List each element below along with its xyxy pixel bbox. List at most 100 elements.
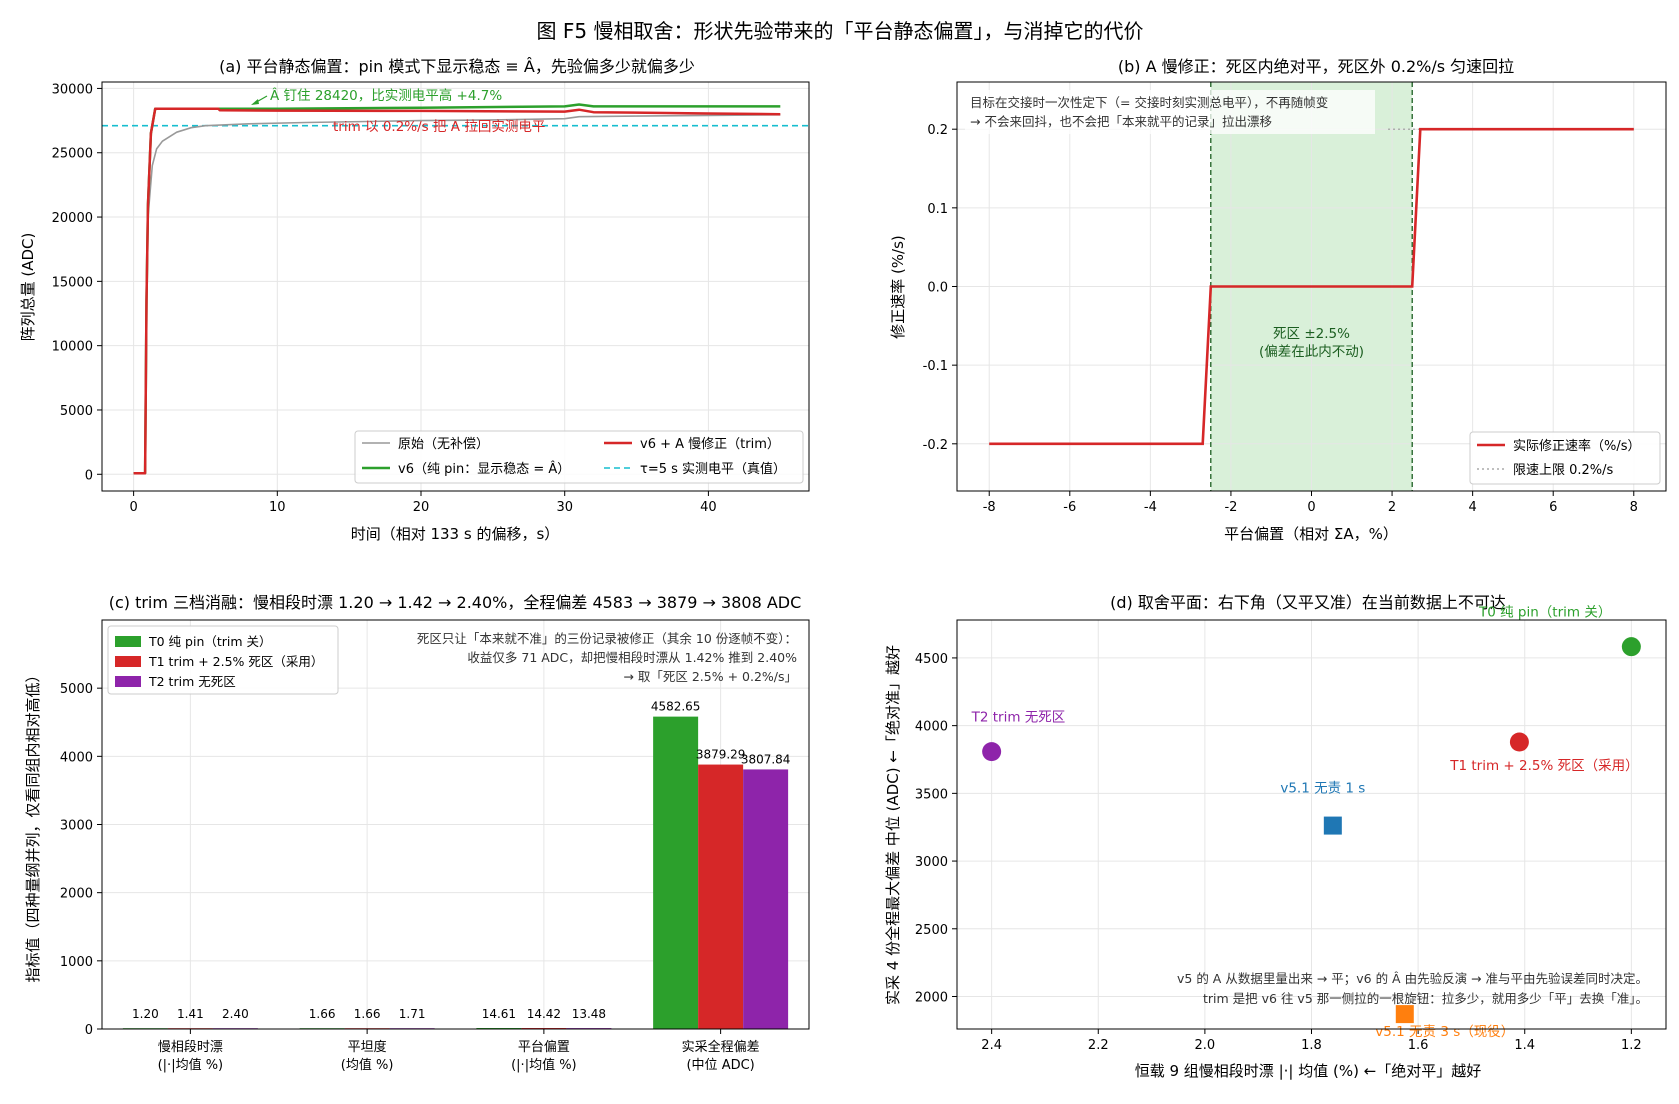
panel-d-ylabel: 实采 4 份全程最大偏差 中位 (ADC) ←「绝对准」越好 — [884, 645, 902, 1005]
c-legend-label: T0 纯 pin（trim 关） — [148, 634, 272, 649]
c-category-label: 慢相段时漂 — [158, 1039, 223, 1055]
b-ytick-label: -0.1 — [923, 359, 948, 374]
d-xtick-label: 1.6 — [1408, 1038, 1429, 1053]
b-xtick-label: -2 — [1224, 500, 1237, 515]
c-bar-value-label: 1.41 — [177, 1007, 204, 1021]
panel-c-title: (c) trim 三档消融：慢相段时漂 1.20 → 1.42 → 2.40%，… — [109, 593, 802, 612]
a-annotation-trim: trim 以 0.2%/s 把 A 拉回实测电平 — [333, 119, 545, 135]
a-series-line-1 — [133, 103, 781, 475]
d-ytick-label: 2500 — [915, 923, 948, 938]
d-ytick-label: 3000 — [915, 855, 948, 870]
a-xtick-label: 20 — [413, 500, 430, 515]
a-series-line-0 — [133, 114, 781, 475]
d-point-3 — [1323, 816, 1342, 835]
d-point-1 — [1509, 732, 1529, 752]
c-bar-value-label: 3879.29 — [696, 748, 746, 762]
d-ytick-label: 2000 — [915, 990, 948, 1005]
c-bar-value-label: 2.40 — [222, 1007, 249, 1021]
panel-d-xlabel: 恒载 9 组慢相段时漂 |·| 均值 (%) ←「绝对平」越好 — [1135, 1062, 1482, 1080]
b-note-line2: → 不会来回抖，也不会把「本来就平的记录」拉出漂移 — [970, 114, 1272, 129]
b-xtick-label: 4 — [1468, 500, 1476, 515]
c-ytick-label: 3000 — [60, 819, 93, 834]
panel-d-title: (d) 取舍平面：右下角（又平又准）在当前数据上不可达 — [1110, 593, 1506, 612]
c-ytick-label: 4000 — [60, 750, 93, 765]
a-xtick-label: 10 — [269, 500, 286, 515]
a-legend-label: v6（纯 pin：显示稳态 = Â） — [398, 461, 570, 477]
c-bar-value-label: 1.66 — [354, 1007, 381, 1021]
a-ytick-label: 30000 — [52, 82, 93, 97]
c-legend-box — [107, 625, 339, 695]
panel-a-legend: 原始（无补偿） v6 + A 慢修正（trim） v6（纯 pin：显示稳态 = Â… — [354, 430, 804, 484]
c-ytick-label: 5000 — [60, 682, 93, 697]
d-ytick-label: 4000 — [915, 720, 948, 735]
panel-c-frame — [101, 619, 810, 1030]
panel-b-frame — [956, 81, 1667, 492]
c-bar-value-label: 14.61 — [482, 1007, 516, 1021]
c-bar-value-label: 4582.65 — [651, 700, 701, 714]
b-xtick-label: 0 — [1307, 500, 1315, 515]
d-ytick-label: 4500 — [915, 652, 948, 667]
c-category-label: 实采全程偏差 — [682, 1039, 760, 1055]
c-note-line3: → 取「死区 2.5% + 0.2%/s」 — [623, 669, 797, 684]
c-note-line1: 死区只让「本来就不准」的三份记录被修正（其余 10 份逐帧不变）： — [417, 631, 797, 646]
d-xtick-label: 1.8 — [1301, 1038, 1322, 1053]
b-rate-line — [989, 127, 1634, 446]
a-ytick-label: 25000 — [52, 147, 93, 162]
panel-c: (c) trim 三档消融：慢相段时漂 1.20 → 1.42 → 2.40%，… — [24, 593, 810, 1073]
panel-b: (b) A 慢修正：死区内绝对平，死区外 0.2%/s 匀速回拉 -8 -6 -4 -… — [889, 57, 1667, 543]
c-legend-label: T1 trim + 2.5% 死区（采用） — [148, 654, 323, 669]
d-xtick-label: 1.4 — [1514, 1038, 1535, 1053]
a-annotation-arrowhead — [251, 99, 259, 105]
b-note-bg — [965, 90, 1375, 134]
b-ytick-label: -0.2 — [923, 438, 948, 453]
c-bar-value-label: 1.20 — [132, 1007, 159, 1021]
b-xtick-label: 8 — [1630, 500, 1638, 515]
b-legend-label: 实际修正速率（%/s） — [1513, 438, 1641, 454]
panel-a-ylabel: 阵列总量 (ADC) — [19, 233, 37, 342]
d-point-label: v5.1 无责 1 s — [1280, 781, 1365, 797]
a-legend-box — [354, 430, 804, 484]
d-point-2 — [982, 742, 1002, 762]
panel-d-frame — [956, 619, 1667, 1030]
panel-a: (a) 平台静态偏置：pin 模式下显示稳态 ≡ Â，先验偏多少就偏多少 0 10… — [19, 57, 810, 543]
panel-b-xlabel: 平台偏置（相对 ΣA，%） — [1224, 525, 1398, 543]
b-xtick-label: 6 — [1549, 500, 1557, 515]
b-ytick-label: 0.1 — [927, 202, 948, 217]
panel-a-frame — [101, 81, 810, 492]
panel-d: (d) 取舍平面：右下角（又平又准）在当前数据上不可达 2.4 2.2 2.0 1.8… — [884, 593, 1667, 1080]
d-point-4 — [1395, 1005, 1414, 1024]
a-annotation-pin: Â 钉住 28420，比实测电平高 +4.7% — [270, 86, 502, 104]
b-ytick-label: 0.2 — [927, 123, 948, 138]
b-xtick-label: -8 — [983, 500, 996, 515]
a-ytick-label: 10000 — [52, 340, 93, 355]
d-xtick-label: 1.2 — [1621, 1038, 1642, 1053]
c-bar-1-3 — [698, 764, 744, 1029]
d-note-line2: trim 是把 v6 往 v5 那一侧拉的一根旋钮：拉多少，就用多少「平」去换「… — [1203, 991, 1648, 1006]
c-bar-0-3 — [653, 716, 699, 1029]
c-bar-2-3 — [743, 769, 789, 1029]
c-category-sublabel: (|·|均值 %) — [158, 1057, 224, 1073]
panel-c-legend: T0 纯 pin（trim 关） T1 trim + 2.5% 死区（采用） T2 … — [107, 625, 339, 695]
b-deadzone-label: 死区 ±2.5% — [1273, 326, 1350, 342]
b-ytick-label: 0.0 — [927, 281, 948, 296]
c-ytick-label: 2000 — [60, 887, 93, 902]
b-xtick-label: -4 — [1144, 500, 1157, 515]
d-xtick-label: 2.2 — [1088, 1038, 1109, 1053]
d-point-label: v5.1 无责 3 s（现役） — [1375, 1024, 1514, 1040]
c-note-line2: 收益仅多 71 ADC，却把慢相段时漂从 1.42% 推到 2.40% — [467, 650, 797, 665]
b-note-line1: 目标在交接时一次性定下（= 交接时刻实测总电平），不再随帧变 — [970, 95, 1328, 110]
b-legend-box — [1469, 431, 1661, 485]
c-bar-value-label: 1.66 — [309, 1007, 336, 1021]
d-point-label: T0 纯 pin（trim 关） — [1478, 605, 1611, 621]
a-xtick-label: 40 — [700, 500, 717, 515]
d-xtick-label: 2.0 — [1195, 1038, 1216, 1053]
c-bar-value-label: 3807.84 — [741, 752, 791, 766]
panel-b-legend: 实际修正速率（%/s） 限速上限 0.2%/s — [1469, 431, 1661, 485]
b-legend-label: 限速上限 0.2%/s — [1513, 463, 1614, 478]
panel-b-ylabel: 修正速率 (%/s) — [889, 235, 907, 339]
c-category-label: 平坦度 — [348, 1039, 387, 1055]
a-ytick-label: 20000 — [52, 211, 93, 226]
c-category-sublabel: (|·|均值 %) — [511, 1057, 577, 1073]
c-bar-value-label: 1.71 — [399, 1007, 426, 1021]
d-point-label: T2 trim 无死区 — [971, 710, 1066, 726]
